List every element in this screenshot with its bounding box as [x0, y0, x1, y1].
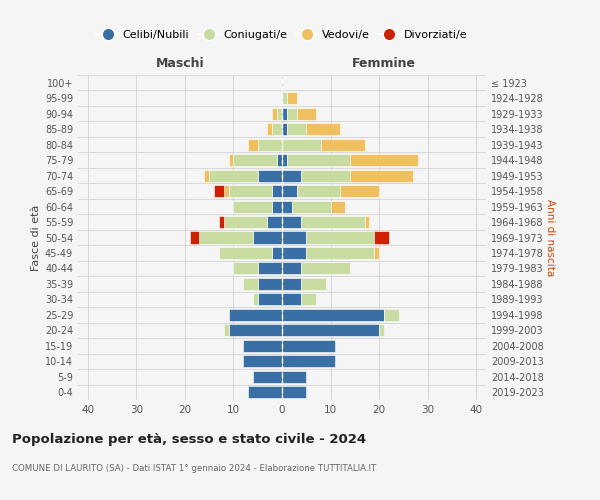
Bar	[277, 154, 282, 166]
Text: Popolazione per età, sesso e stato civile - 2024: Popolazione per età, sesso e stato civil…	[12, 432, 366, 446]
Bar	[296, 108, 316, 120]
Bar	[282, 324, 379, 336]
Bar	[306, 123, 340, 135]
Bar	[331, 200, 345, 212]
Legend: Celibi/Nubili, Coniugati/e, Vedovi/e, Divorziati/e: Celibi/Nubili, Coniugati/e, Vedovi/e, Di…	[92, 26, 472, 44]
Bar	[272, 108, 277, 120]
Bar	[287, 123, 306, 135]
Bar	[301, 294, 316, 306]
Bar	[350, 154, 418, 166]
Bar	[229, 324, 282, 336]
Bar	[190, 232, 199, 243]
Bar	[296, 185, 340, 197]
Text: Femmine: Femmine	[352, 58, 416, 70]
Bar	[268, 216, 282, 228]
Bar	[224, 216, 268, 228]
Bar	[199, 232, 253, 243]
Bar	[258, 262, 282, 274]
Bar	[287, 108, 296, 120]
Bar	[365, 216, 370, 228]
Bar	[233, 200, 272, 212]
Bar	[301, 278, 326, 290]
Text: Maschi: Maschi	[155, 58, 205, 70]
Bar	[224, 324, 229, 336]
Bar	[301, 216, 365, 228]
Bar	[258, 278, 282, 290]
Bar	[268, 123, 272, 135]
Bar	[253, 232, 282, 243]
Bar	[258, 138, 282, 150]
Bar	[379, 324, 384, 336]
Bar	[282, 356, 335, 368]
Bar	[282, 200, 292, 212]
Bar	[282, 108, 287, 120]
Bar	[224, 185, 229, 197]
Bar	[287, 154, 350, 166]
Y-axis label: Fasce di età: Fasce di età	[31, 204, 41, 270]
Bar	[258, 170, 282, 181]
Bar	[282, 262, 301, 274]
Bar	[243, 356, 282, 368]
Bar	[306, 232, 374, 243]
Bar	[233, 154, 277, 166]
Bar	[287, 92, 296, 104]
Bar	[229, 309, 282, 321]
Bar	[282, 154, 287, 166]
Bar	[321, 138, 365, 150]
Bar	[248, 138, 258, 150]
Bar	[282, 232, 306, 243]
Bar	[384, 309, 398, 321]
Bar	[229, 154, 233, 166]
Bar	[282, 170, 301, 181]
Bar	[282, 340, 335, 352]
Bar	[219, 216, 224, 228]
Bar	[253, 294, 258, 306]
Bar	[301, 262, 350, 274]
Bar	[272, 200, 282, 212]
Bar	[350, 170, 413, 181]
Bar	[282, 216, 301, 228]
Bar	[243, 340, 282, 352]
Bar	[219, 247, 272, 259]
Bar	[306, 247, 374, 259]
Text: COMUNE DI LAURITO (SA) - Dati ISTAT 1° gennaio 2024 - Elaborazione TUTTITALIA.IT: COMUNE DI LAURITO (SA) - Dati ISTAT 1° g…	[12, 464, 376, 473]
Bar	[214, 185, 224, 197]
Bar	[374, 247, 379, 259]
Bar	[248, 386, 282, 398]
Bar	[282, 92, 287, 104]
Bar	[292, 200, 331, 212]
Bar	[272, 123, 282, 135]
Bar	[258, 294, 282, 306]
Bar	[301, 170, 350, 181]
Bar	[282, 278, 301, 290]
Bar	[282, 138, 321, 150]
Bar	[282, 185, 296, 197]
Bar	[282, 294, 301, 306]
Bar	[229, 185, 272, 197]
Bar	[272, 185, 282, 197]
Bar	[204, 170, 209, 181]
Bar	[282, 123, 287, 135]
Bar	[253, 371, 282, 383]
Bar	[340, 185, 379, 197]
Bar	[282, 247, 306, 259]
Bar	[209, 170, 258, 181]
Y-axis label: Anni di nascita: Anni di nascita	[545, 199, 555, 276]
Bar	[282, 309, 384, 321]
Bar	[374, 232, 389, 243]
Bar	[233, 262, 258, 274]
Bar	[282, 386, 306, 398]
Bar	[272, 247, 282, 259]
Bar	[243, 278, 258, 290]
Bar	[282, 371, 306, 383]
Bar	[277, 108, 282, 120]
